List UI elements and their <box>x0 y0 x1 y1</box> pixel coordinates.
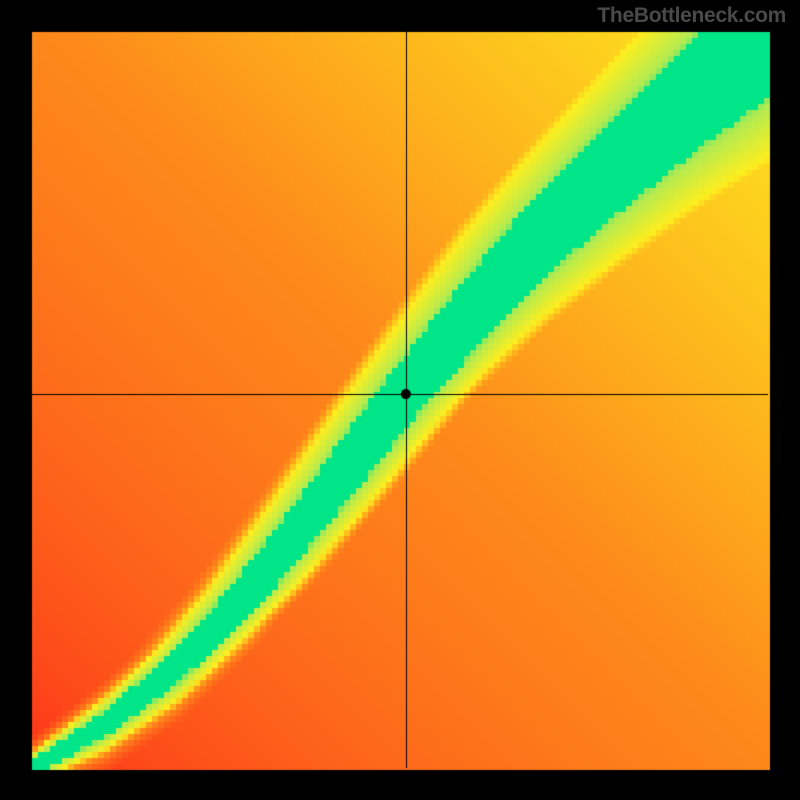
bottleneck-heatmap-canvas <box>0 0 800 800</box>
chart-container: TheBottleneck.com <box>0 0 800 800</box>
watermark-text: TheBottleneck.com <box>597 4 786 28</box>
